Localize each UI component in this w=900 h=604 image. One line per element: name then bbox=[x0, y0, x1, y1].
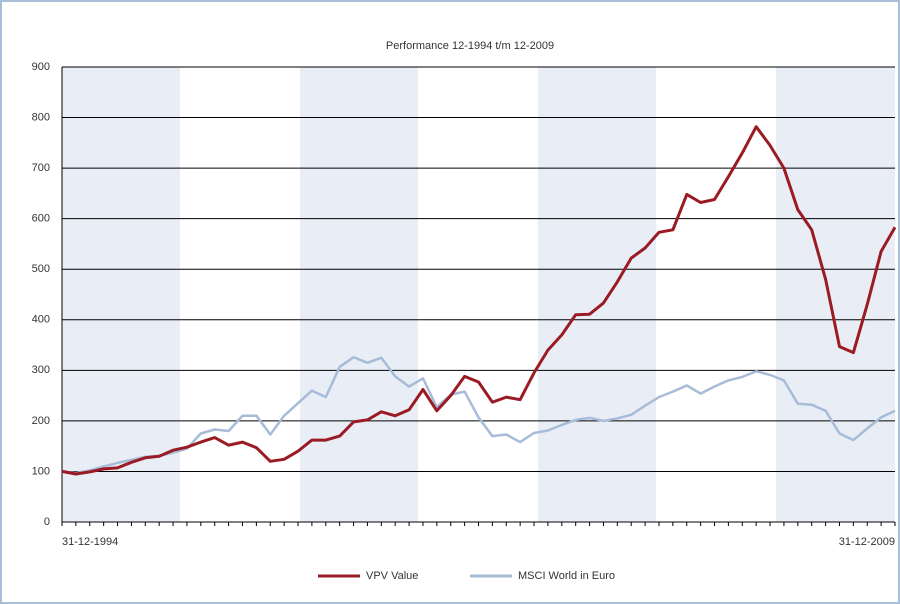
y-tick-label: 0 bbox=[44, 516, 50, 528]
y-tick-label: 400 bbox=[32, 314, 50, 326]
chart-title: Performance 12-1994 t/m 12-2009 bbox=[386, 40, 554, 52]
y-tick-label: 800 bbox=[32, 111, 50, 123]
legend-label: MSCI World in Euro bbox=[518, 570, 615, 582]
y-tick-label: 600 bbox=[32, 213, 50, 225]
band bbox=[300, 67, 418, 522]
x-tick-label: 31-12-1994 bbox=[62, 536, 118, 548]
legend-label: VPV Value bbox=[366, 570, 418, 582]
band bbox=[538, 67, 656, 522]
y-tick-label: 200 bbox=[32, 415, 50, 427]
y-tick-label: 500 bbox=[32, 263, 50, 275]
series-line bbox=[61, 125, 897, 476]
y-tick-label: 100 bbox=[32, 465, 50, 477]
series-line bbox=[61, 355, 896, 475]
y-tick-label: 700 bbox=[32, 162, 50, 174]
x-tick-label: 31-12-2009 bbox=[839, 536, 895, 548]
y-tick-label: 900 bbox=[32, 61, 50, 73]
bands bbox=[62, 67, 895, 522]
band bbox=[62, 67, 180, 522]
band bbox=[776, 67, 895, 522]
y-tick-label: 300 bbox=[32, 364, 50, 376]
